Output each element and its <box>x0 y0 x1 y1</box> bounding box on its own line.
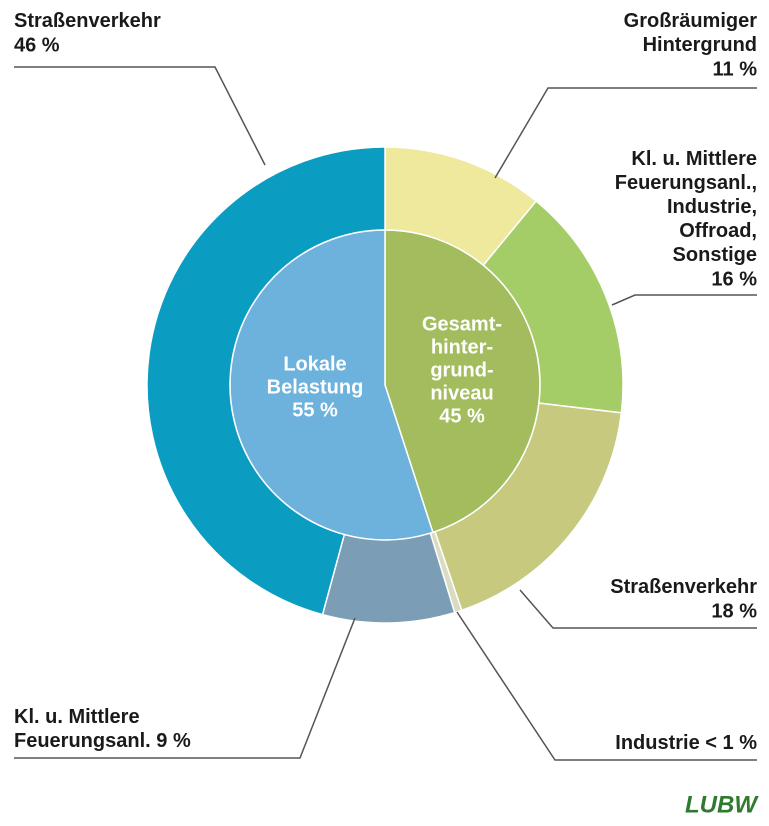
leader-line <box>519 589 757 629</box>
slice-label: Industrie, <box>667 196 757 218</box>
leader-line <box>14 66 266 166</box>
donut-slice <box>321 532 456 624</box>
slice-label: Feuerungsanl., <box>615 172 757 194</box>
leader-line <box>494 87 757 179</box>
slice-label-text: Kl. u. Mittlere <box>631 148 757 170</box>
slice-label: Industrie < 1 % <box>615 732 757 754</box>
leader-line <box>14 617 356 759</box>
slice-label: Offroad, <box>679 220 757 242</box>
value-label: 45 % <box>439 405 485 427</box>
slice-label: niveau <box>430 382 493 404</box>
slice-label: Straßenverkehr <box>14 10 161 32</box>
slice-label: Kl. u. Mittlere <box>631 148 757 170</box>
donut-slice <box>146 146 386 616</box>
slice-label: Gesamt- <box>422 313 502 335</box>
slice-label-text: Offroad, <box>679 220 757 242</box>
slice-label: hinter- <box>431 336 493 358</box>
slice-label-text: Kl. u. Mittlere <box>14 706 140 728</box>
value-label: 18 % <box>711 600 757 622</box>
leader-line <box>456 611 757 761</box>
slice-label-text: Straßenverkehr <box>610 576 757 598</box>
slice-label: Feuerungsanl. 9 % <box>14 730 191 752</box>
slice-label-text: Hintergrund <box>643 34 757 56</box>
slice-label-text: Feuerungsanl., <box>615 172 757 194</box>
slice-label-text: Sonstige <box>673 244 757 266</box>
slice-label: Belastung <box>267 376 364 398</box>
slice-label: Straßenverkehr <box>610 576 757 598</box>
value-label: 55 % <box>292 399 338 421</box>
leader-line <box>611 294 757 306</box>
value-label: 9 % <box>156 730 191 752</box>
value-label: 16 % <box>711 268 757 290</box>
value-label: < 1 % <box>705 732 757 754</box>
slice-label-text: Großräumiger <box>624 10 758 32</box>
slice-label: Kl. u. Mittlere <box>14 706 140 728</box>
slice-label-text: Feuerungsanl. <box>14 730 151 752</box>
value-label: 11 % <box>713 58 758 80</box>
logo: LUBW <box>685 791 759 818</box>
slice-label: Lokale <box>283 353 346 375</box>
value-label: 46 % <box>14 34 60 56</box>
slice-label: Großräumiger <box>624 10 758 32</box>
slice-label: Hintergrund <box>643 34 757 56</box>
slice-label-text: Industrie, <box>667 196 757 218</box>
slice-label: Sonstige <box>673 244 757 266</box>
slice-label-text: Industrie <box>615 732 699 754</box>
slice-label: grund- <box>430 359 493 381</box>
slice-label-text: Straßenverkehr <box>14 10 161 32</box>
